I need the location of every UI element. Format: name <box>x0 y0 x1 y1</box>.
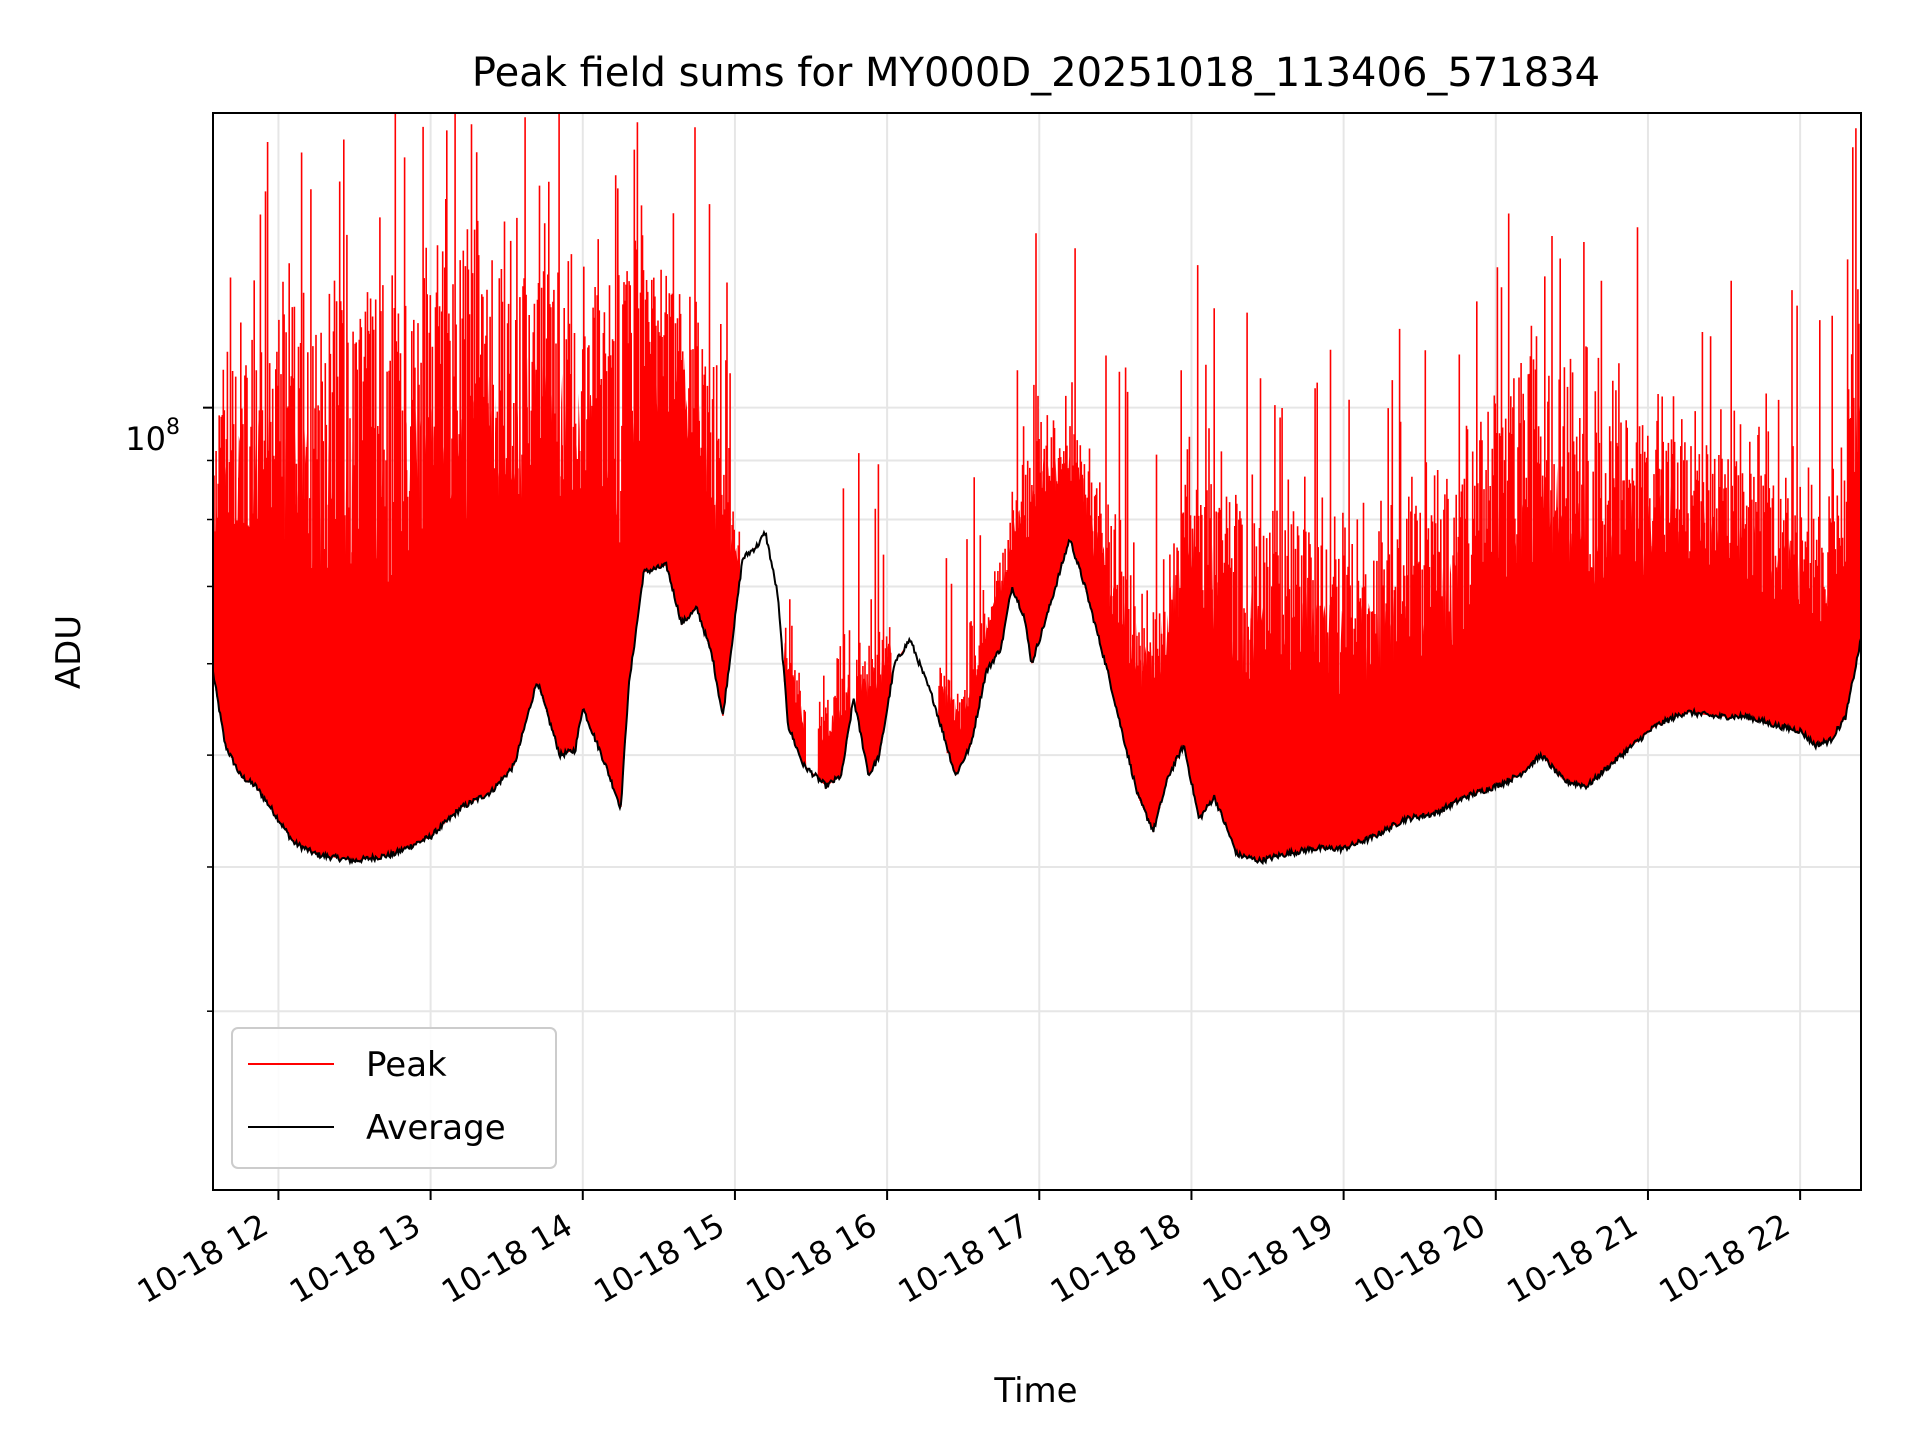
series-layer <box>213 113 1861 866</box>
legend-average-label: Average <box>366 1108 506 1148</box>
y-tick-label-1e8: 108 <box>125 415 180 458</box>
legend-peak-label: Peak <box>366 1045 447 1085</box>
plot-frame <box>212 112 1862 1191</box>
average-series-line <box>213 529 1861 866</box>
x-axis-label: Time <box>993 1371 1077 1411</box>
y-tick-base: 10 <box>125 420 166 458</box>
chart-title: Peak field sums for MY000D_20251018_1134… <box>472 50 1600 96</box>
y-tick-exponent: 8 <box>166 415 180 440</box>
y-axis-label: ADU <box>49 615 89 689</box>
peak-series-spikes <box>213 113 1861 861</box>
y-axis-ticks: 108 <box>125 406 213 1012</box>
legend: Peak Average <box>231 1027 557 1169</box>
